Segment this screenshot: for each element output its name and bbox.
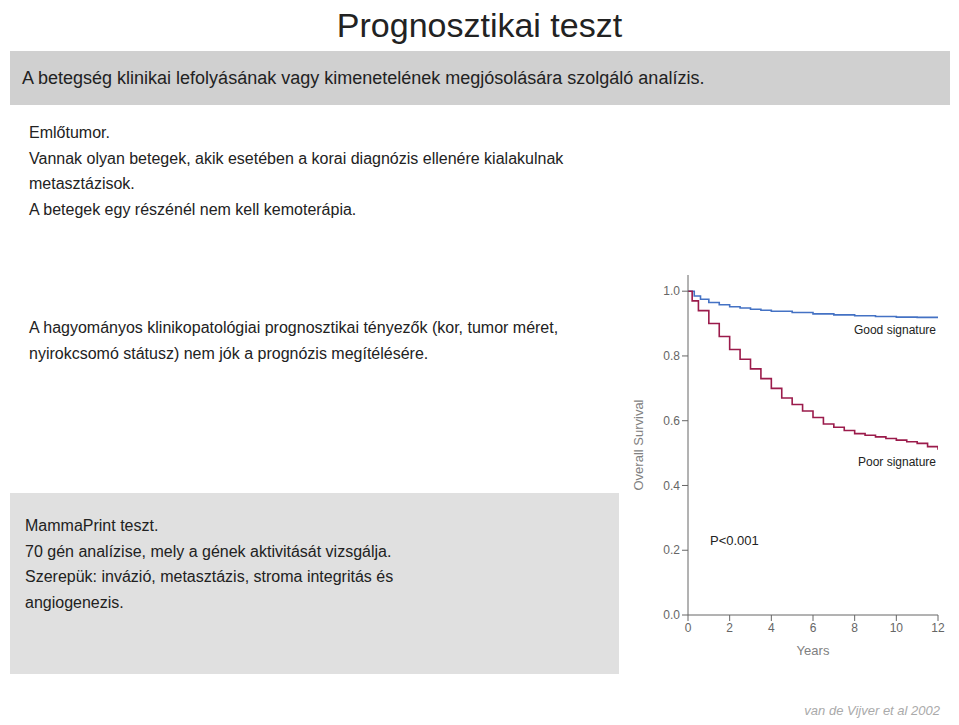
html-text:A hagyományos klinikopatológia: A hagyományos klinikopatológiai prognosz… bbox=[29, 319, 559, 362]
svg-text:Overall Survival: Overall Survival bbox=[631, 399, 646, 490]
svg-text:2: 2 bbox=[726, 621, 733, 635]
html-text:Prognosztikai teszt: Prognosztikai teszt bbox=[336, 6, 623, 44]
svg-text:0: 0 bbox=[685, 621, 692, 635]
svg-text:1.0: 1.0 bbox=[663, 284, 680, 298]
svg-text:Good signature: Good signature bbox=[854, 323, 936, 337]
html-text:Emlőtumor. Vannak olyan betege: Emlőtumor. Vannak olyan betegek, akik es… bbox=[29, 124, 564, 218]
svg-text:8: 8 bbox=[851, 621, 858, 635]
svg-text:12: 12 bbox=[931, 621, 945, 635]
html-text:A betegség klinikai lefolyásán: A betegség klinikai lefolyásának vagy ki… bbox=[22, 67, 705, 88]
svg-text:0.2: 0.2 bbox=[663, 543, 680, 557]
html-text:van de Vijver et al 2002: van de Vijver et al 2002 bbox=[804, 703, 940, 718]
svg-text:6: 6 bbox=[810, 621, 817, 635]
svg-text:Poor signature: Poor signature bbox=[858, 455, 936, 469]
svg-text:Years: Years bbox=[797, 643, 830, 655]
svg-text:0.0: 0.0 bbox=[663, 608, 680, 622]
html-text:MammaPrint teszt. 70 gén analí: MammaPrint teszt. 70 gén analízise, mely… bbox=[25, 517, 394, 611]
svg-text:0.6: 0.6 bbox=[663, 414, 680, 428]
html-text:P<0.001: P<0.001 bbox=[710, 533, 759, 549]
svg-text:0.4: 0.4 bbox=[663, 479, 680, 493]
svg-text:4: 4 bbox=[768, 621, 775, 635]
svg-text:10: 10 bbox=[890, 621, 904, 635]
svg-text:0.8: 0.8 bbox=[663, 349, 680, 363]
